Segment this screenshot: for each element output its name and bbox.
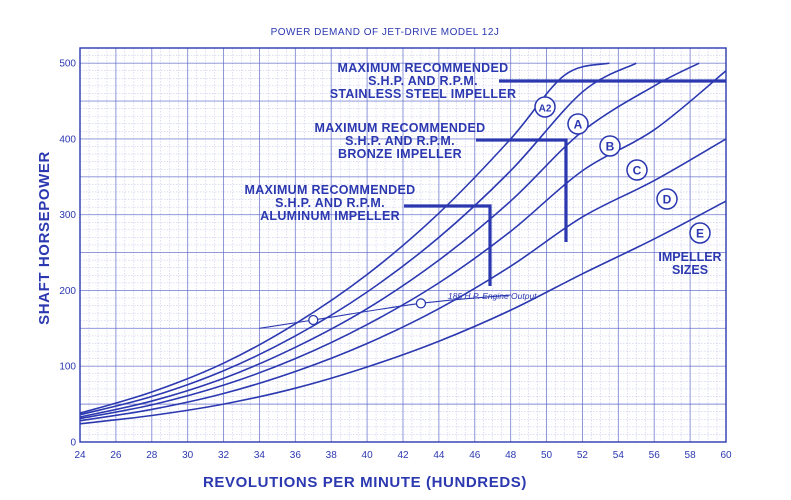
engine-output: 185 H.P. Engine Output <box>259 291 537 329</box>
x-tick-label: 54 <box>613 450 625 461</box>
impeller-size-circle <box>599 135 621 157</box>
x-tick-label: 46 <box>469 450 481 461</box>
impeller-size-label: C <box>633 163 642 177</box>
impeller-size-circle <box>626 159 648 181</box>
impeller-size-circle <box>534 96 556 118</box>
series-line-b <box>79 62 700 418</box>
impeller-size-label: E <box>696 226 704 240</box>
x-tick-labels: 24 26 28 30 32 34 36 38 40 42 44 46 48 50 52 54 56 58 60 <box>74 450 732 461</box>
engine-output-marker <box>415 298 427 309</box>
impeller-size-label: D <box>663 192 672 206</box>
impeller-size-circle <box>656 188 678 210</box>
y-tick-labels: 0 100 200 300 400 500 <box>59 59 76 449</box>
annotation-text: MAXIMUM RECOMMENDED <box>245 183 416 197</box>
series-line-a2 <box>79 62 610 414</box>
axes <box>79 47 727 443</box>
x-tick-label: 48 <box>505 450 517 461</box>
impeller-size-circle <box>567 113 589 135</box>
impeller-sizes-caption: IMPELLER <box>658 250 721 264</box>
engine-output-marker <box>308 314 319 326</box>
x-axis-label: REVOLUTIONS PER MINUTE (HUNDREDS) <box>203 474 527 491</box>
annotation-text: STAINLESS STEEL IMPELLER <box>330 87 517 101</box>
x-tick-label: 26 <box>110 450 122 461</box>
annotation-leader <box>476 138 568 242</box>
x-tick-label: 24 <box>74 450 86 461</box>
annotation-text: ALUMINUM IMPELLER <box>260 209 400 223</box>
x-tick-label: 50 <box>541 450 553 461</box>
x-tick-label: 32 <box>218 450 230 461</box>
annotation-text: S.H.P. AND R.P.M. <box>368 74 478 88</box>
x-tick-label: 40 <box>362 450 374 461</box>
impeller-size-label: A <box>574 117 583 131</box>
y-tick-label: 0 <box>70 438 76 449</box>
impeller-size-label: B <box>606 139 615 153</box>
y-tick-label: 400 <box>59 134 76 145</box>
annotation-text: MAXIMUM RECOMMENDED <box>338 61 509 75</box>
x-tick-label: 44 <box>433 450 445 461</box>
annotation-leader <box>404 204 492 286</box>
plot-frame <box>79 47 727 443</box>
series-line-d <box>79 138 727 422</box>
x-tick-label: 36 <box>290 450 302 461</box>
engine-output-line <box>259 294 511 329</box>
x-tick-label: 30 <box>182 450 194 461</box>
series-line-c <box>79 70 727 420</box>
series-line-e <box>79 200 727 425</box>
x-tick-label: 34 <box>254 450 266 461</box>
impeller-sizes-caption: SIZES <box>672 263 708 277</box>
x-tick-label: 60 <box>720 450 732 461</box>
y-tick-label: 300 <box>59 210 76 221</box>
y-tick-label: 500 <box>59 59 76 70</box>
x-tick-label: 38 <box>326 450 338 461</box>
x-tick-label: 58 <box>685 450 697 461</box>
impeller-size-circle <box>689 222 711 244</box>
engine-output-label: 185 H.P. Engine Output <box>448 291 537 301</box>
annotation-text: MAXIMUM RECOMMENDED <box>315 121 486 135</box>
x-tick-label: 52 <box>577 450 589 461</box>
chart-title: POWER DEMAND OF JET-DRIVE MODEL 12J <box>271 27 500 38</box>
impeller-size-label: A2 <box>539 103 552 114</box>
y-tick-label: 200 <box>59 286 76 297</box>
annotation-text: S.H.P. AND R.P.M. <box>275 196 385 210</box>
annotation-text: BRONZE IMPELLER <box>338 147 462 161</box>
x-tick-label: 42 <box>397 450 409 461</box>
x-tick-label: 28 <box>146 450 158 461</box>
x-tick-label: 56 <box>649 450 661 461</box>
series-line-a <box>79 62 637 416</box>
y-axis-label: SHAFT HORSEPOWER <box>36 151 53 325</box>
y-tick-label: 100 <box>59 362 76 373</box>
annotation-text: S.H.P. AND R.P.M. <box>345 134 455 148</box>
